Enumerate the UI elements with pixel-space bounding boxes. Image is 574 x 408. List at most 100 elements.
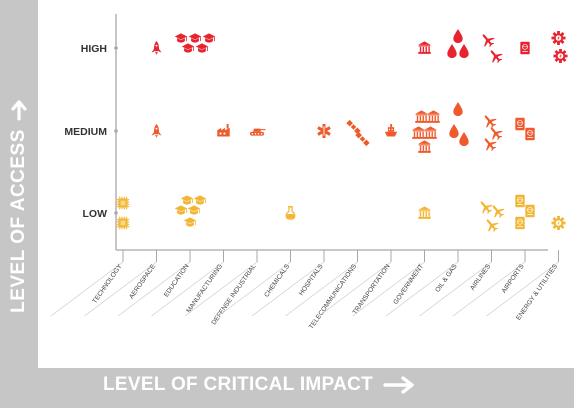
oil-drop-icon	[459, 131, 469, 147]
x-leader-line	[251, 261, 325, 317]
graduation-cap-icon	[174, 33, 188, 43]
point-airports-low	[515, 194, 535, 230]
tank-icon	[249, 128, 266, 136]
airplane-icon	[486, 219, 499, 233]
x-leader-line	[151, 261, 224, 317]
point-technology-low	[116, 196, 130, 230]
flask-icon	[285, 206, 296, 220]
x-tick-label: TRANSPORTATION	[352, 263, 392, 316]
x-leader-line	[452, 261, 526, 317]
graduation-cap-icon	[174, 205, 188, 215]
government-building-icon	[415, 110, 428, 123]
y-tick-mark	[114, 129, 118, 133]
point-education-high	[174, 33, 216, 53]
passport-icon	[515, 117, 525, 131]
y-axis-band	[0, 0, 38, 408]
point-telecommunications-medium	[346, 119, 370, 147]
point-government-high	[418, 41, 431, 54]
oil-drop-icon	[447, 43, 457, 59]
graduation-cap-icon	[195, 43, 209, 53]
x-leader-line	[84, 261, 157, 317]
point-oil-gas-high	[447, 28, 469, 59]
government-building-icon	[427, 110, 440, 123]
energy-gear-icon	[551, 30, 566, 46]
arrow-up-icon	[11, 100, 27, 121]
passport-icon	[525, 204, 535, 218]
graduation-cap-icon	[193, 195, 207, 205]
x-tick-label: AEROSPACE	[128, 263, 157, 301]
point-aerospace-high	[151, 40, 162, 56]
x-leader-line	[318, 261, 392, 317]
graduation-cap-icon	[181, 43, 195, 53]
x-tick-label: GOVERNMENT	[392, 263, 425, 306]
airplane-icon	[480, 201, 493, 215]
x-axis-title: LEVEL OF CRITICAL IMPACT	[103, 374, 417, 396]
ship-icon	[384, 123, 398, 137]
point-government-low	[418, 206, 431, 219]
airplane-icon	[482, 34, 495, 48]
x-leader-line	[50, 261, 124, 317]
point-oil-gas-medium	[449, 101, 469, 147]
oil-drop-icon	[459, 43, 469, 59]
x-tick-label: EDUCATION	[163, 263, 191, 299]
government-building-icon	[424, 126, 437, 139]
x-leader-line	[486, 261, 559, 317]
point-defense-industrial-medium	[249, 128, 266, 136]
passport-icon	[515, 194, 525, 208]
point-education-low	[174, 195, 207, 227]
chip-icon	[116, 216, 130, 230]
passport-icon	[525, 127, 535, 141]
point-manufacturing-medium	[217, 123, 230, 137]
point-airports-high	[520, 41, 530, 55]
point-government-medium	[412, 110, 440, 153]
oil-drop-icon	[449, 123, 459, 139]
airplane-icon	[484, 138, 497, 152]
arrow-right-icon	[383, 376, 414, 394]
point-transportation-medium	[384, 123, 398, 137]
point-airlines-medium	[484, 115, 503, 152]
x-leader-line	[352, 261, 425, 317]
y-axis-title: LEVEL OF ACCESS	[8, 97, 30, 313]
x-leader-line	[419, 261, 492, 317]
x-tick-label: CHEMICALS	[263, 263, 291, 299]
x-leader-line	[218, 261, 291, 317]
x-tick-label: MANUFACTURING	[185, 263, 224, 314]
x-leader-line	[285, 261, 358, 317]
point-chemicals-low	[285, 206, 296, 220]
chip-icon	[116, 196, 130, 210]
medical-star-icon	[317, 123, 331, 139]
x-tick-label: AIRPORTS	[501, 263, 526, 295]
point-hospitals-medium	[317, 123, 331, 139]
rocket-icon	[151, 40, 162, 56]
government-building-icon	[412, 126, 425, 139]
oil-drop-icon	[453, 101, 463, 117]
passport-icon	[520, 41, 530, 55]
x-leader-line	[117, 261, 191, 317]
point-airlines-high	[482, 34, 503, 64]
government-building-icon	[418, 140, 431, 153]
x-tick-label: HOSPITALS	[298, 263, 325, 297]
passport-icon	[515, 216, 525, 230]
x-leader-line	[385, 261, 459, 317]
graduation-cap-icon	[180, 195, 194, 205]
satellite-icon	[355, 131, 370, 147]
point-energy-utilities-low	[551, 215, 566, 231]
airplane-icon	[490, 127, 503, 141]
y-tick-label-low: LOW	[83, 208, 108, 220]
graduation-cap-icon	[202, 33, 216, 43]
y-tick-mark	[114, 46, 118, 50]
government-building-icon	[418, 41, 431, 54]
x-leader-line	[184, 261, 258, 317]
point-energy-utilities-high	[551, 30, 568, 64]
point-airlines-low	[480, 201, 505, 233]
graduation-cap-icon	[188, 33, 202, 43]
government-building-icon	[418, 206, 431, 219]
oil-drop-icon	[453, 28, 463, 44]
y-tick-label-high: HIGH	[81, 43, 107, 55]
point-airports-medium	[515, 117, 535, 141]
airplane-icon	[490, 50, 503, 64]
x-axis-title-text: LEVEL OF CRITICAL IMPACT	[103, 374, 374, 395]
factory-icon	[217, 123, 230, 137]
airplane-icon	[492, 205, 505, 219]
